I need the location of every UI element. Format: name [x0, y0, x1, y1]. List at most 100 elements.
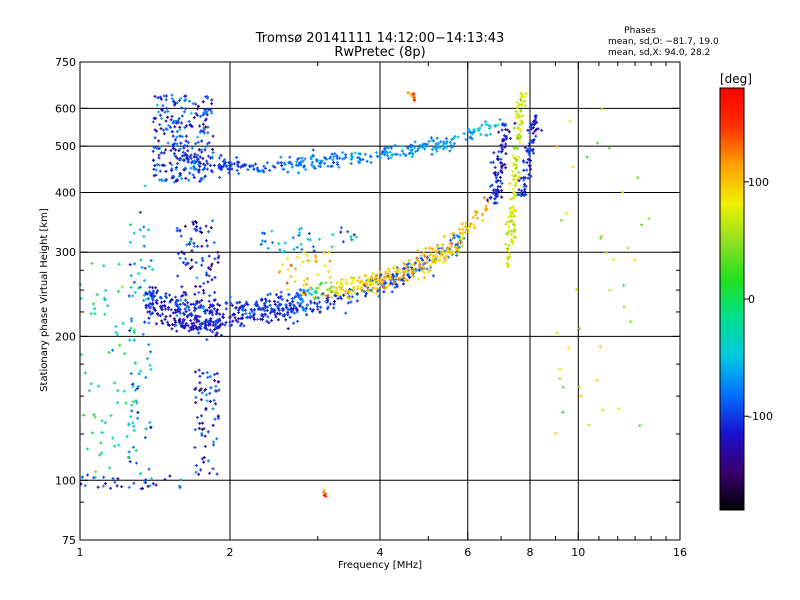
scatter-point [186, 141, 190, 145]
trace-point [364, 294, 368, 298]
scatter-point [204, 393, 208, 397]
scatter-point [122, 389, 126, 393]
trace-point [431, 274, 435, 278]
scatter-point [289, 263, 293, 267]
trace-point [431, 247, 435, 251]
trace-point [196, 157, 200, 161]
scatter-point [157, 163, 161, 167]
scatter-point [184, 257, 188, 261]
scatter-point [201, 371, 205, 375]
trace-point [351, 278, 355, 282]
scatter-point [185, 305, 189, 309]
trace-point [442, 140, 446, 144]
scatter-point [198, 284, 202, 288]
scatter-point [193, 428, 197, 432]
scatter-point [97, 384, 101, 388]
trace-point [422, 262, 426, 266]
trace-point [192, 327, 196, 331]
vertical-trace-point [520, 100, 524, 104]
scatter-point [301, 293, 305, 297]
trace-point [341, 288, 345, 292]
trace-point [316, 158, 320, 162]
trace-point [355, 299, 359, 303]
scatter-point [142, 244, 146, 248]
trace-point [311, 308, 315, 312]
trace-point [264, 166, 268, 170]
trace-point [268, 299, 272, 303]
vertical-trace-point [514, 110, 518, 114]
trace-point [441, 243, 445, 247]
trace-point [452, 142, 456, 146]
scatter-point [177, 318, 181, 322]
trace-point [178, 308, 182, 312]
scatter-point [611, 257, 615, 261]
trace-point [344, 153, 348, 157]
scatter-point [180, 135, 184, 139]
scatter-point [600, 107, 604, 111]
trace-point [248, 311, 252, 315]
scatter-point [211, 219, 215, 223]
trace-point [292, 311, 296, 315]
trace-point [336, 163, 340, 167]
scatter-point [170, 167, 174, 171]
trace-point [154, 286, 158, 290]
vertical-trace-point [529, 167, 533, 171]
vertical-trace-point [485, 198, 489, 202]
trace-point [288, 155, 292, 159]
scatter-point [189, 111, 193, 115]
scatter-point [323, 264, 327, 268]
vertical-trace-point [510, 232, 514, 236]
trace-point [375, 282, 379, 286]
trace-point [461, 231, 465, 235]
trace-point [438, 258, 442, 262]
scatter-point [559, 218, 563, 222]
scatter-point [127, 450, 131, 454]
scatter-point [133, 262, 137, 266]
trace-point [276, 318, 280, 322]
scatter-point [302, 279, 306, 283]
scatter-point [622, 283, 626, 287]
scatter-point [175, 226, 179, 230]
y-axis-label: Stationary phase Virtual Height [km] [39, 208, 50, 392]
scatter-point [179, 298, 183, 302]
scatter-point [117, 443, 121, 447]
trace-point [148, 290, 152, 294]
trace-point [409, 148, 413, 152]
trace-point [279, 155, 283, 159]
scatter-point [183, 126, 187, 130]
scatter-point [162, 128, 166, 132]
trace-point [255, 317, 259, 321]
scatter-point [202, 320, 206, 324]
scatter-point [184, 107, 188, 111]
vertical-trace-point [500, 181, 504, 185]
trace-point [416, 258, 420, 262]
trace-point [308, 291, 312, 295]
trace-point [370, 281, 374, 285]
trace-point [487, 126, 491, 130]
scatter-point [111, 436, 115, 440]
scatter-point [166, 115, 170, 119]
trace-point [421, 258, 425, 262]
scatter-point [307, 232, 311, 236]
scatter-point [149, 350, 153, 354]
scatter-point [197, 472, 201, 476]
scatter-point [210, 98, 214, 102]
scatter-point [211, 407, 215, 411]
trace-point [334, 294, 338, 298]
scatter-point [146, 228, 150, 232]
scatter-point [158, 123, 162, 127]
scatter-point [195, 113, 199, 117]
scatter-point [149, 304, 153, 308]
scatter-point [181, 302, 185, 306]
trace-point [374, 150, 378, 154]
trace-point [186, 314, 190, 318]
trace-point [391, 282, 395, 286]
scatter-point [108, 466, 112, 470]
trace-point [176, 305, 180, 309]
scatter-point [206, 131, 210, 135]
vertical-trace-point [533, 121, 537, 125]
trace-point [329, 295, 333, 299]
vertical-trace-point [500, 128, 504, 132]
scatter-point [299, 242, 303, 246]
